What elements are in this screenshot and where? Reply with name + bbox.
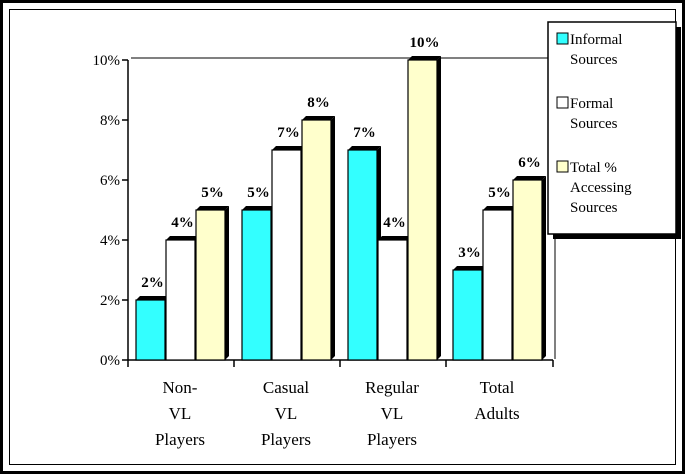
bar <box>512 176 546 361</box>
legend-entry: Formal Sources <box>556 96 618 132</box>
bar <box>165 236 199 361</box>
category-label: Players <box>367 430 417 449</box>
bar-top <box>166 236 199 240</box>
bar-top <box>408 56 441 60</box>
bar-front <box>271 149 302 361</box>
y-tick-label: 2% <box>100 293 120 309</box>
bar-front <box>407 59 438 361</box>
bar <box>241 206 275 361</box>
legend-entry: Informal Sources <box>556 32 622 68</box>
category-label: VL <box>169 404 192 423</box>
bar-top <box>272 146 305 150</box>
category-label: Adults <box>474 404 519 423</box>
legend-swatch <box>556 96 569 109</box>
bar-front <box>241 209 272 361</box>
legend-label: Accessing <box>570 180 632 196</box>
legend-label: Formal <box>570 96 613 112</box>
legend-entry: Total % Accessing Sources <box>556 160 632 216</box>
category-label: VL <box>275 404 298 423</box>
bar <box>407 56 441 361</box>
legend-label: Sources <box>570 200 618 216</box>
legend-box <box>547 21 677 235</box>
bar <box>482 206 516 361</box>
bar-front <box>452 269 483 361</box>
bar-front <box>377 239 408 361</box>
legend: Informal Sources Formal Sources Total % Acces… <box>547 21 681 239</box>
legend-swatch <box>556 32 569 45</box>
bars <box>135 56 546 361</box>
category-label: VL <box>381 404 404 423</box>
legend-label: Sources <box>570 52 618 68</box>
bar-top <box>453 266 486 270</box>
bar <box>452 266 486 361</box>
category-label: Regular <box>365 378 419 397</box>
bar-front <box>135 299 166 361</box>
data-label: 5% <box>247 185 270 201</box>
data-labels: 2% 4% 5% 5% 7% 8% 7% 4% 10% 3% 5% 6% <box>141 35 541 291</box>
bar-front <box>301 119 332 361</box>
bar-top <box>483 206 516 210</box>
bar-side <box>437 56 441 360</box>
bar <box>195 206 229 361</box>
data-label: 3% <box>458 245 481 261</box>
category-label: Non- <box>163 378 198 397</box>
legend-label: Total % <box>570 160 617 176</box>
bar-top <box>513 176 546 180</box>
bar-front <box>195 209 226 361</box>
y-tick-label: 6% <box>100 173 120 189</box>
y-tick-label: 8% <box>100 113 120 129</box>
bar-top <box>348 146 381 150</box>
bar <box>301 116 335 361</box>
data-label: 5% <box>201 185 224 201</box>
bar <box>377 236 411 361</box>
legend-swatch <box>556 160 569 173</box>
y-tick-label: 4% <box>100 233 120 249</box>
y-tick-label: 10% <box>93 53 121 69</box>
legend-label: Informal <box>570 32 622 48</box>
category-label: Players <box>261 430 311 449</box>
data-label: 6% <box>518 155 541 171</box>
legend-label: Sources <box>570 116 618 132</box>
data-label: 7% <box>353 125 376 141</box>
y-tick-label: 0% <box>100 353 120 369</box>
bar-top <box>242 206 275 210</box>
data-label: 2% <box>141 275 164 291</box>
bar <box>271 146 305 361</box>
bar-side <box>542 176 546 360</box>
category-label: Total <box>480 378 515 397</box>
data-label: 4% <box>171 215 194 231</box>
bar <box>347 146 381 361</box>
bar-top <box>196 206 229 210</box>
category-label: Players <box>155 430 205 449</box>
bar-top <box>302 116 335 120</box>
bar-front <box>165 239 196 361</box>
bar-side <box>225 206 229 360</box>
bar-front <box>347 149 378 361</box>
data-label: 4% <box>383 215 406 231</box>
data-label: 10% <box>410 35 440 51</box>
bar-top <box>136 296 169 300</box>
bar-side <box>331 116 335 360</box>
data-label: 5% <box>488 185 511 201</box>
bar-top <box>378 236 411 240</box>
data-label: 7% <box>277 125 300 141</box>
category-label: Casual <box>263 378 310 397</box>
bar <box>135 296 169 361</box>
bar-front <box>482 209 513 361</box>
data-label: 8% <box>307 95 330 111</box>
axes: 0% 2% 4% 6% 8% 10% Non- VL Players Casual VL Player… <box>93 53 554 449</box>
bar-front <box>512 179 543 361</box>
